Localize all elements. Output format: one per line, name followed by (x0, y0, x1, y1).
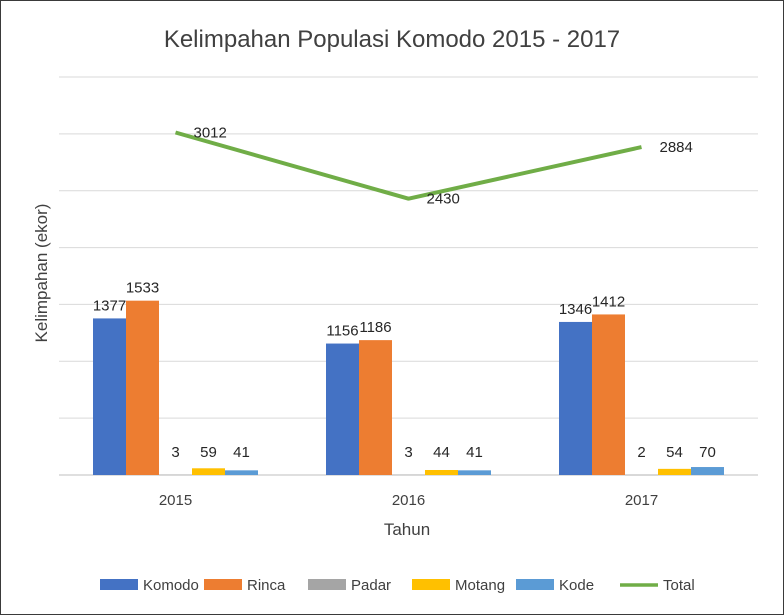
legend-label-total: Total (663, 577, 695, 594)
data-label-motang-2016: 44 (433, 444, 450, 461)
bars (93, 300, 724, 476)
bar-padar-2017 (625, 474, 658, 476)
legend-swatch-rinca (204, 579, 242, 590)
bar-rinca-2016 (359, 340, 392, 475)
y-axis-title: Kelimpahan (ekor) (32, 204, 51, 343)
x-axis-ticks: 2015 2016 2017 (159, 492, 658, 509)
data-label-padar-2015: 3 (171, 444, 179, 461)
legend: Komodo Rinca Padar Motang Kode Total (100, 577, 695, 594)
data-label-kode-2015: 41 (233, 444, 250, 461)
legend-label-kode: Kode (559, 577, 594, 594)
bar-kode-2016 (458, 470, 491, 475)
data-label-padar-2016: 3 (404, 444, 412, 461)
bar-motang-2016 (425, 469, 458, 475)
x-axis-title: Tahun (384, 520, 430, 539)
bar-komodo-2015 (93, 318, 126, 475)
total-line (174, 130, 642, 201)
bar-rinca-2017 (592, 314, 625, 475)
x-tick-label: 2015 (159, 492, 192, 509)
chart-title: Kelimpahan Populasi Komodo 2015 - 2017 (164, 26, 620, 53)
x-tick-label: 2016 (392, 492, 425, 509)
legend-label-motang: Motang (455, 577, 505, 594)
legend-swatch-komodo (100, 579, 138, 590)
bar-padar-2016 (392, 474, 425, 476)
data-label-komodo-2016: 1156 (326, 323, 358, 340)
data-label-motang-2015: 59 (200, 444, 217, 461)
bar-motang-2015 (192, 468, 225, 475)
data-label-kode-2016: 41 (466, 444, 483, 461)
bar-padar-2015 (159, 474, 192, 476)
bar-rinca-2015 (126, 300, 159, 475)
legend-swatch-padar (308, 579, 346, 590)
data-label-rinca-2016: 1186 (359, 319, 391, 336)
bar-kode-2017 (691, 467, 724, 475)
x-tick-label: 2017 (625, 492, 658, 509)
bar-komodo-2017 (559, 321, 592, 475)
legend-label-rinca: Rinca (247, 577, 286, 594)
data-label-komodo-2015: 1377 (93, 297, 126, 314)
data-label-total-2017: 2884 (660, 139, 693, 156)
data-label-rinca-2017: 1412 (592, 293, 625, 310)
legend-label-komodo: Komodo (143, 577, 199, 594)
legend-label-padar: Padar (351, 577, 391, 594)
data-label-total-2015: 3012 (194, 124, 227, 141)
data-label-kode-2017: 70 (699, 444, 716, 461)
bar-kode-2015 (225, 470, 258, 475)
legend-swatch-motang (412, 579, 450, 590)
gridlines (59, 76, 758, 476)
data-label-total-2016: 2430 (427, 191, 460, 208)
line-total (174, 130, 642, 201)
data-label-rinca-2015: 1533 (126, 280, 159, 297)
data-label-komodo-2017: 1346 (559, 301, 592, 318)
data-label-padar-2017: 2 (637, 444, 645, 461)
bar-komodo-2016 (326, 343, 359, 475)
data-label-motang-2017: 54 (666, 444, 683, 461)
bar-motang-2017 (658, 468, 691, 475)
legend-swatch-kode (516, 579, 554, 590)
